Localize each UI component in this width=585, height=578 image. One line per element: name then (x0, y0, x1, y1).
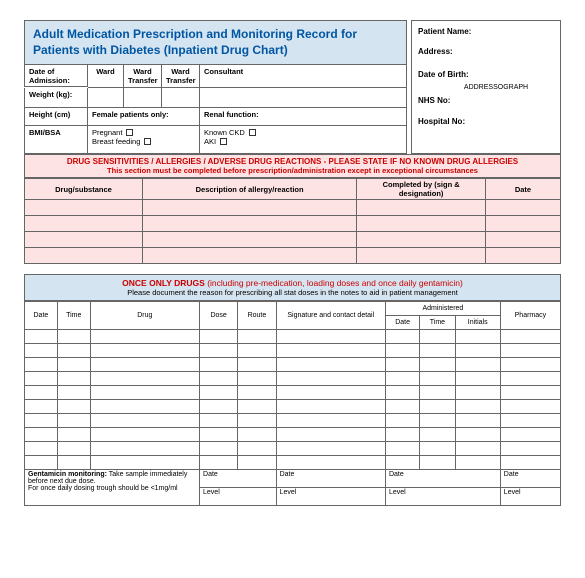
col-dose: Dose (200, 302, 238, 330)
address-label: Address: (418, 45, 554, 59)
date-admission-label: Date of Admission: (24, 65, 88, 87)
gentamicin-row: Gentamicin monitoring: Take sample immed… (25, 470, 561, 488)
allergy-col-drug: Drug/substance (25, 179, 143, 200)
drug-row[interactable] (25, 442, 561, 456)
dob-label: Date of Birth: (418, 68, 554, 82)
bmi-label: BMI/BSA (24, 126, 88, 154)
drug-row[interactable] (25, 358, 561, 372)
once-only-sub: Please document the reason for prescribi… (28, 288, 557, 297)
hospital-label: Hospital No: (418, 115, 554, 129)
top-section: Adult Medication Prescription and Monito… (24, 20, 561, 154)
ckd-checkbox[interactable] (249, 129, 256, 136)
gent-date-3[interactable]: Date (385, 470, 500, 488)
gent-level-4[interactable]: Level (500, 488, 560, 506)
col-date: Date (25, 302, 58, 330)
col-pharmacy: Pharmacy (500, 302, 560, 330)
title-block: Adult Medication Prescription and Monito… (24, 20, 407, 65)
once-only-table: Date Time Drug Dose Route Signature and … (24, 301, 561, 506)
ward-transfer2-label: Ward Transfer (162, 65, 200, 88)
col-drug: Drug (90, 302, 199, 330)
drug-row[interactable] (25, 428, 561, 442)
allergy-row[interactable] (25, 216, 561, 232)
consultant-label: Consultant (200, 65, 407, 88)
aki-checkbox[interactable] (220, 138, 227, 145)
allergy-col-completed: Completed by (sign & designation) (357, 179, 486, 200)
breastfeeding-row: Breast feeding (92, 137, 195, 146)
renal-label: Renal function: (200, 108, 407, 126)
drug-row[interactable] (25, 344, 561, 358)
aki-row: AKI (204, 137, 402, 146)
drug-row[interactable] (25, 456, 561, 470)
drug-row[interactable] (25, 400, 561, 414)
drug-row[interactable] (25, 330, 561, 344)
patient-name-label: Patient Name: (418, 25, 554, 39)
gent-level-2[interactable]: Level (276, 488, 385, 506)
allergy-col-desc: Description of allergy/reaction (142, 179, 356, 200)
allergy-row[interactable] (25, 248, 561, 264)
gent-label: Gentamicin monitoring: (28, 471, 107, 478)
allergy-warning-2: This section must be completed before pr… (27, 166, 558, 175)
gent-date-2[interactable]: Date (276, 470, 385, 488)
drug-row[interactable] (25, 386, 561, 400)
chart-title: Adult Medication Prescription and Monito… (33, 27, 398, 58)
ckd-row: Known CKD (204, 128, 402, 137)
medication-chart-page: Adult Medication Prescription and Monito… (0, 0, 585, 578)
allergy-header: DRUG SENSITIVITIES / ALLERGIES / ADVERSE… (24, 154, 561, 178)
height-label: Height (cm) (24, 108, 88, 126)
col-admin-time: Time (420, 316, 455, 330)
drug-row[interactable] (25, 372, 561, 386)
col-signature: Signature and contact detail (276, 302, 385, 330)
gent-date-4[interactable]: Date (500, 470, 560, 488)
col-route: Route (238, 302, 276, 330)
gent-level-3[interactable]: Level (385, 488, 500, 506)
female-only-label: Female patients only: (88, 108, 200, 126)
weight-label: Weight (kg): (24, 88, 88, 108)
patient-info-block: Patient Name: Address: Date of Birth: AD… (411, 20, 561, 154)
allergy-row[interactable] (25, 232, 561, 248)
once-only-header: ONCE ONLY DRUGS (including pre-medicatio… (24, 274, 561, 301)
ward-transfer-label: Ward Transfer (124, 65, 162, 88)
breastfeeding-checkbox[interactable] (144, 138, 151, 145)
ward-label: Ward (88, 65, 124, 88)
col-admin-date: Date (385, 316, 419, 330)
allergy-warning-1: DRUG SENSITIVITIES / ALLERGIES / ADVERSE… (27, 157, 558, 166)
pregnant-checkbox[interactable] (126, 129, 133, 136)
once-only-title: ONCE ONLY DRUGS (including pre-medicatio… (28, 278, 557, 288)
addressograph-text: ADDRESSOGRAPH (418, 82, 554, 94)
col-administered: Administered (385, 302, 500, 316)
nhs-label: NHS No: (418, 94, 554, 108)
allergy-row[interactable] (25, 200, 561, 216)
drug-row[interactable] (25, 414, 561, 428)
gent-date-1[interactable]: Date (200, 470, 277, 488)
pregnant-row: Pregnant (92, 128, 195, 137)
gent-level-1[interactable]: Level (200, 488, 277, 506)
allergy-table: Drug/substance Description of allergy/re… (24, 178, 561, 264)
col-admin-initials: Initials (455, 316, 500, 330)
col-time: Time (57, 302, 90, 330)
allergy-col-date: Date (485, 179, 560, 200)
